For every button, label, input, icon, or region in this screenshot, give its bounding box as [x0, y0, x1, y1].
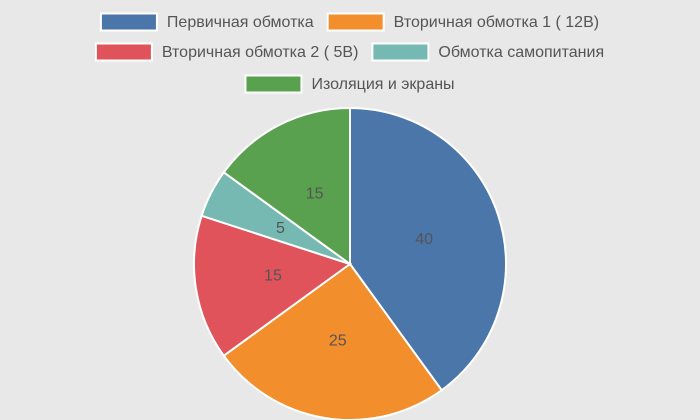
legend-item: Вторичная обмотка 1 ( 12В)	[326, 12, 599, 32]
slice-value-label: 15	[264, 267, 282, 284]
legend-label: Вторичная обмотка 2 ( 5В)	[162, 44, 359, 61]
legend-swatch	[99, 12, 158, 32]
legend-swatch	[371, 42, 430, 62]
legend-swatch	[244, 74, 303, 94]
legend-swatch	[326, 12, 385, 32]
legend-label: Первичная обмотка	[167, 14, 314, 31]
slice-value-label: 40	[415, 231, 433, 248]
legend: Первичная обмотка Вторичная обмотка 1 ( 1…	[94, 12, 604, 94]
legend-label: Вторичная обмотка 1 ( 12В)	[394, 14, 599, 31]
legend-label: Обмотка самопитания	[438, 44, 604, 61]
pie-slice	[222, 106, 351, 266]
legend-item: Обмотка самопитания	[371, 42, 604, 62]
pie-slice	[193, 214, 353, 358]
slice-value-label: 15	[306, 186, 324, 203]
legend-item: Первичная обмотка	[99, 12, 314, 32]
slice-value-label: 5	[276, 220, 285, 237]
legend-item: Вторичная обмотка 2 ( 5В)	[94, 42, 359, 62]
pie-slices	[193, 106, 507, 420]
pie-slice	[349, 106, 507, 392]
pie-slice	[222, 262, 444, 420]
legend-label: Изоляция и экраны	[311, 76, 454, 93]
slice-value-label: 25	[329, 332, 347, 349]
legend-swatch	[94, 42, 153, 62]
legend-item: Изоляция и экраны	[244, 74, 455, 94]
slice-labels: 40 25 15 5 15	[264, 186, 433, 350]
